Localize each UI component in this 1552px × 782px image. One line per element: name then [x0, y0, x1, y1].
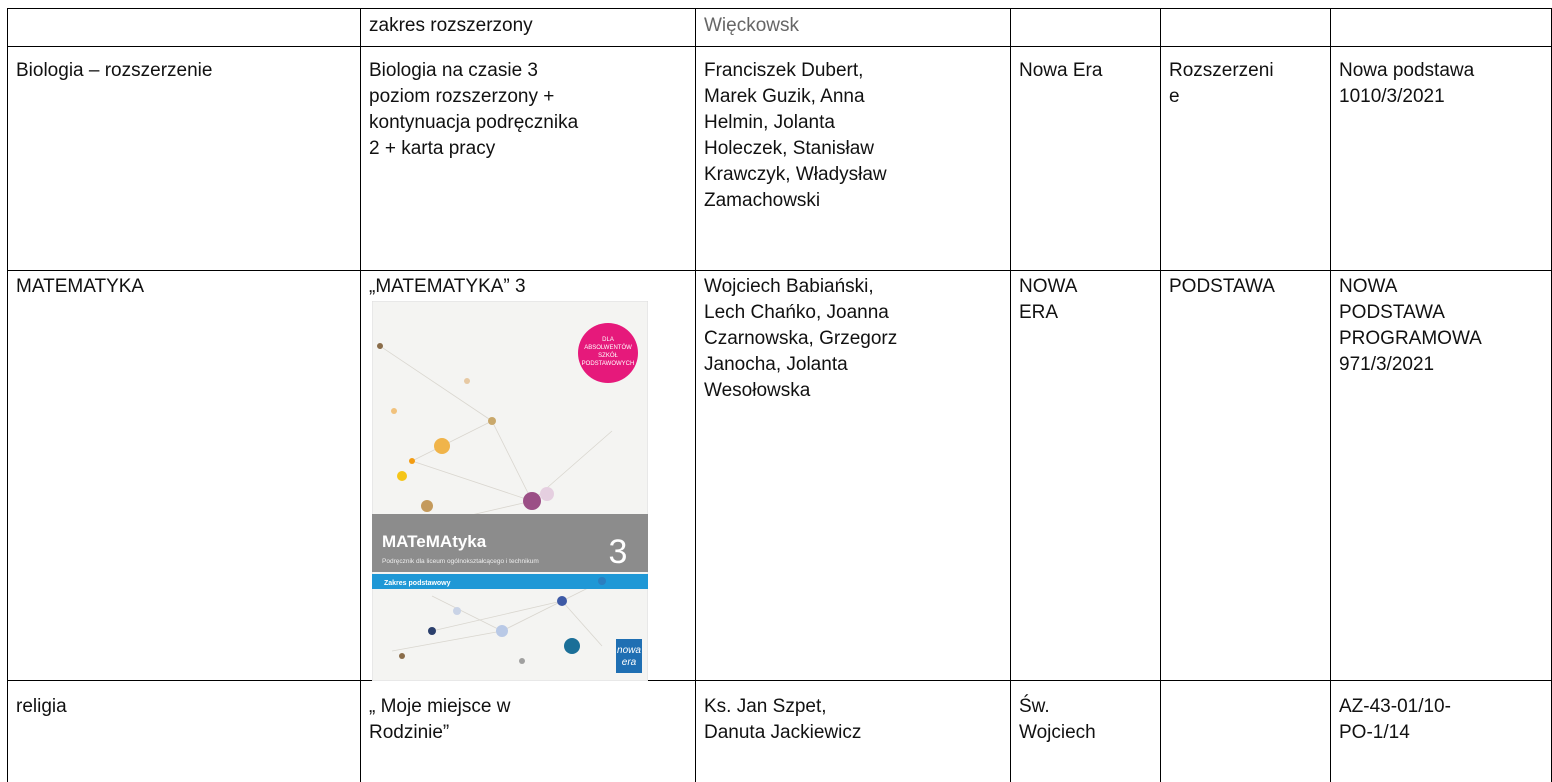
- table-row: MATEMATYKA „MATEMATYKA” 3 Wojciech Babiańs…: [8, 271, 1552, 681]
- cover-title: MATeMAtyka: [382, 532, 487, 551]
- cell-line: „ Moje miejsce w: [369, 694, 687, 720]
- cell-line: Lech Chańko, Joanna: [704, 300, 1002, 326]
- cell-line: ERA: [1019, 300, 1152, 326]
- cell-line: Ks. Jan Szpet,: [704, 694, 1002, 720]
- page: zakres rozszerzony Więckowsk Biologia – ro…: [0, 0, 1552, 782]
- table-cell: Więckowsk: [696, 9, 1011, 47]
- book-table: zakres rozszerzony Więckowsk Biologia – ro…: [7, 8, 1552, 782]
- cell-line: Św.: [1019, 694, 1152, 720]
- cell-line: Danuta Jackiewicz: [704, 720, 1002, 746]
- cell-line: „MATEMATYKA” 3: [369, 274, 687, 300]
- cell-line: PODSTAWA: [1339, 300, 1543, 326]
- table-cell: zakres rozszerzony: [361, 9, 696, 47]
- cell-line: Biologia na czasie 3: [369, 58, 687, 84]
- cell-line: Franciszek Dubert,: [704, 58, 1002, 84]
- cell-line: Marek Guzik, Anna: [704, 84, 1002, 110]
- badge-line: ABSOLWENTÓW: [584, 344, 632, 351]
- cell-line: kontynuacja podręcznika: [369, 110, 687, 136]
- cell-line: Rozszerzeni: [1169, 58, 1322, 84]
- cell-line: Więckowsk: [704, 13, 1002, 39]
- table-row: zakres rozszerzony Więckowsk: [8, 9, 1552, 47]
- cell-line: zakres rozszerzony: [369, 13, 687, 39]
- cell-line: PODSTAWA: [1169, 274, 1322, 300]
- table-cell: [1011, 9, 1161, 47]
- logo-line: era: [622, 657, 637, 668]
- cell-line: Wesołowska: [704, 378, 1002, 404]
- cell-line: AZ-43-01/10-: [1339, 694, 1543, 720]
- cell-line: Nowa podstawa: [1339, 58, 1543, 84]
- badge-line: PODSTAWOWYCH: [582, 361, 635, 367]
- cover-subtitle: Podręcznik dla liceum ogólnokształcącego…: [382, 558, 539, 565]
- cell-line: Zamachowski: [704, 188, 1002, 214]
- table-cell: [1331, 9, 1552, 47]
- cell-line: Rodzinie”: [369, 720, 687, 746]
- cell-line: Biologia – rozszerzenie: [16, 58, 352, 84]
- cover-number: 3: [609, 533, 628, 571]
- table-cell: Nowa Era: [1011, 47, 1161, 271]
- table-cell: MATEMATYKA: [8, 271, 361, 681]
- logo-line: nowa: [617, 645, 641, 656]
- cell-line: PO-1/14: [1339, 720, 1543, 746]
- table-cell: PODSTAWA: [1161, 271, 1331, 681]
- cover-range: Zakres podstawowy: [384, 580, 451, 587]
- cell-line: e: [1169, 84, 1322, 110]
- cell-line: NOWA: [1339, 274, 1543, 300]
- cell-line: poziom rozszerzony +: [369, 84, 687, 110]
- table-cell: Ks. Jan Szpet,Danuta Jackiewicz: [696, 681, 1011, 782]
- table-cell: Biologia – rozszerzenie: [8, 47, 361, 271]
- cell-line: Nowa Era: [1019, 58, 1152, 84]
- cell-line: Janocha, Jolanta: [704, 352, 1002, 378]
- cell-line: Holeczek, Stanisław: [704, 136, 1002, 162]
- cell-line: Helmin, Jolanta: [704, 110, 1002, 136]
- table-row: Biologia – rozszerzenie Biologia na czasi…: [8, 47, 1552, 271]
- table-cell: Św.Wojciech: [1011, 681, 1161, 782]
- table-cell: AZ-43-01/10-PO-1/14: [1331, 681, 1552, 782]
- cell-line: PROGRAMOWA: [1339, 326, 1543, 352]
- cell-line: Krawczyk, Władysław: [704, 162, 1002, 188]
- book-cover: DLA ABSOLWENTÓW SZKÓŁ PODSTAWOWYCH MATeM…: [372, 301, 648, 681]
- cell-line: 971/3/2021: [1339, 352, 1543, 378]
- cell-line: NOWA: [1019, 274, 1152, 300]
- table-cell: [8, 9, 361, 47]
- cell-line: MATEMATYKA: [16, 274, 352, 300]
- cell-line: 1010/3/2021: [1339, 84, 1543, 110]
- badge-line: DLA: [602, 337, 614, 343]
- cell-line: Wojciech Babiański,: [704, 274, 1002, 300]
- cell-line: 2 + karta pracy: [369, 136, 687, 162]
- table-cell: [1161, 9, 1331, 47]
- cell-line: Czarnowska, Grzegorz: [704, 326, 1002, 352]
- cell-line: religia: [16, 694, 352, 720]
- badge-line: SZKÓŁ: [598, 352, 618, 359]
- table-cell: [1161, 681, 1331, 782]
- table-cell: religia: [8, 681, 361, 782]
- cell-line: Wojciech: [1019, 720, 1152, 746]
